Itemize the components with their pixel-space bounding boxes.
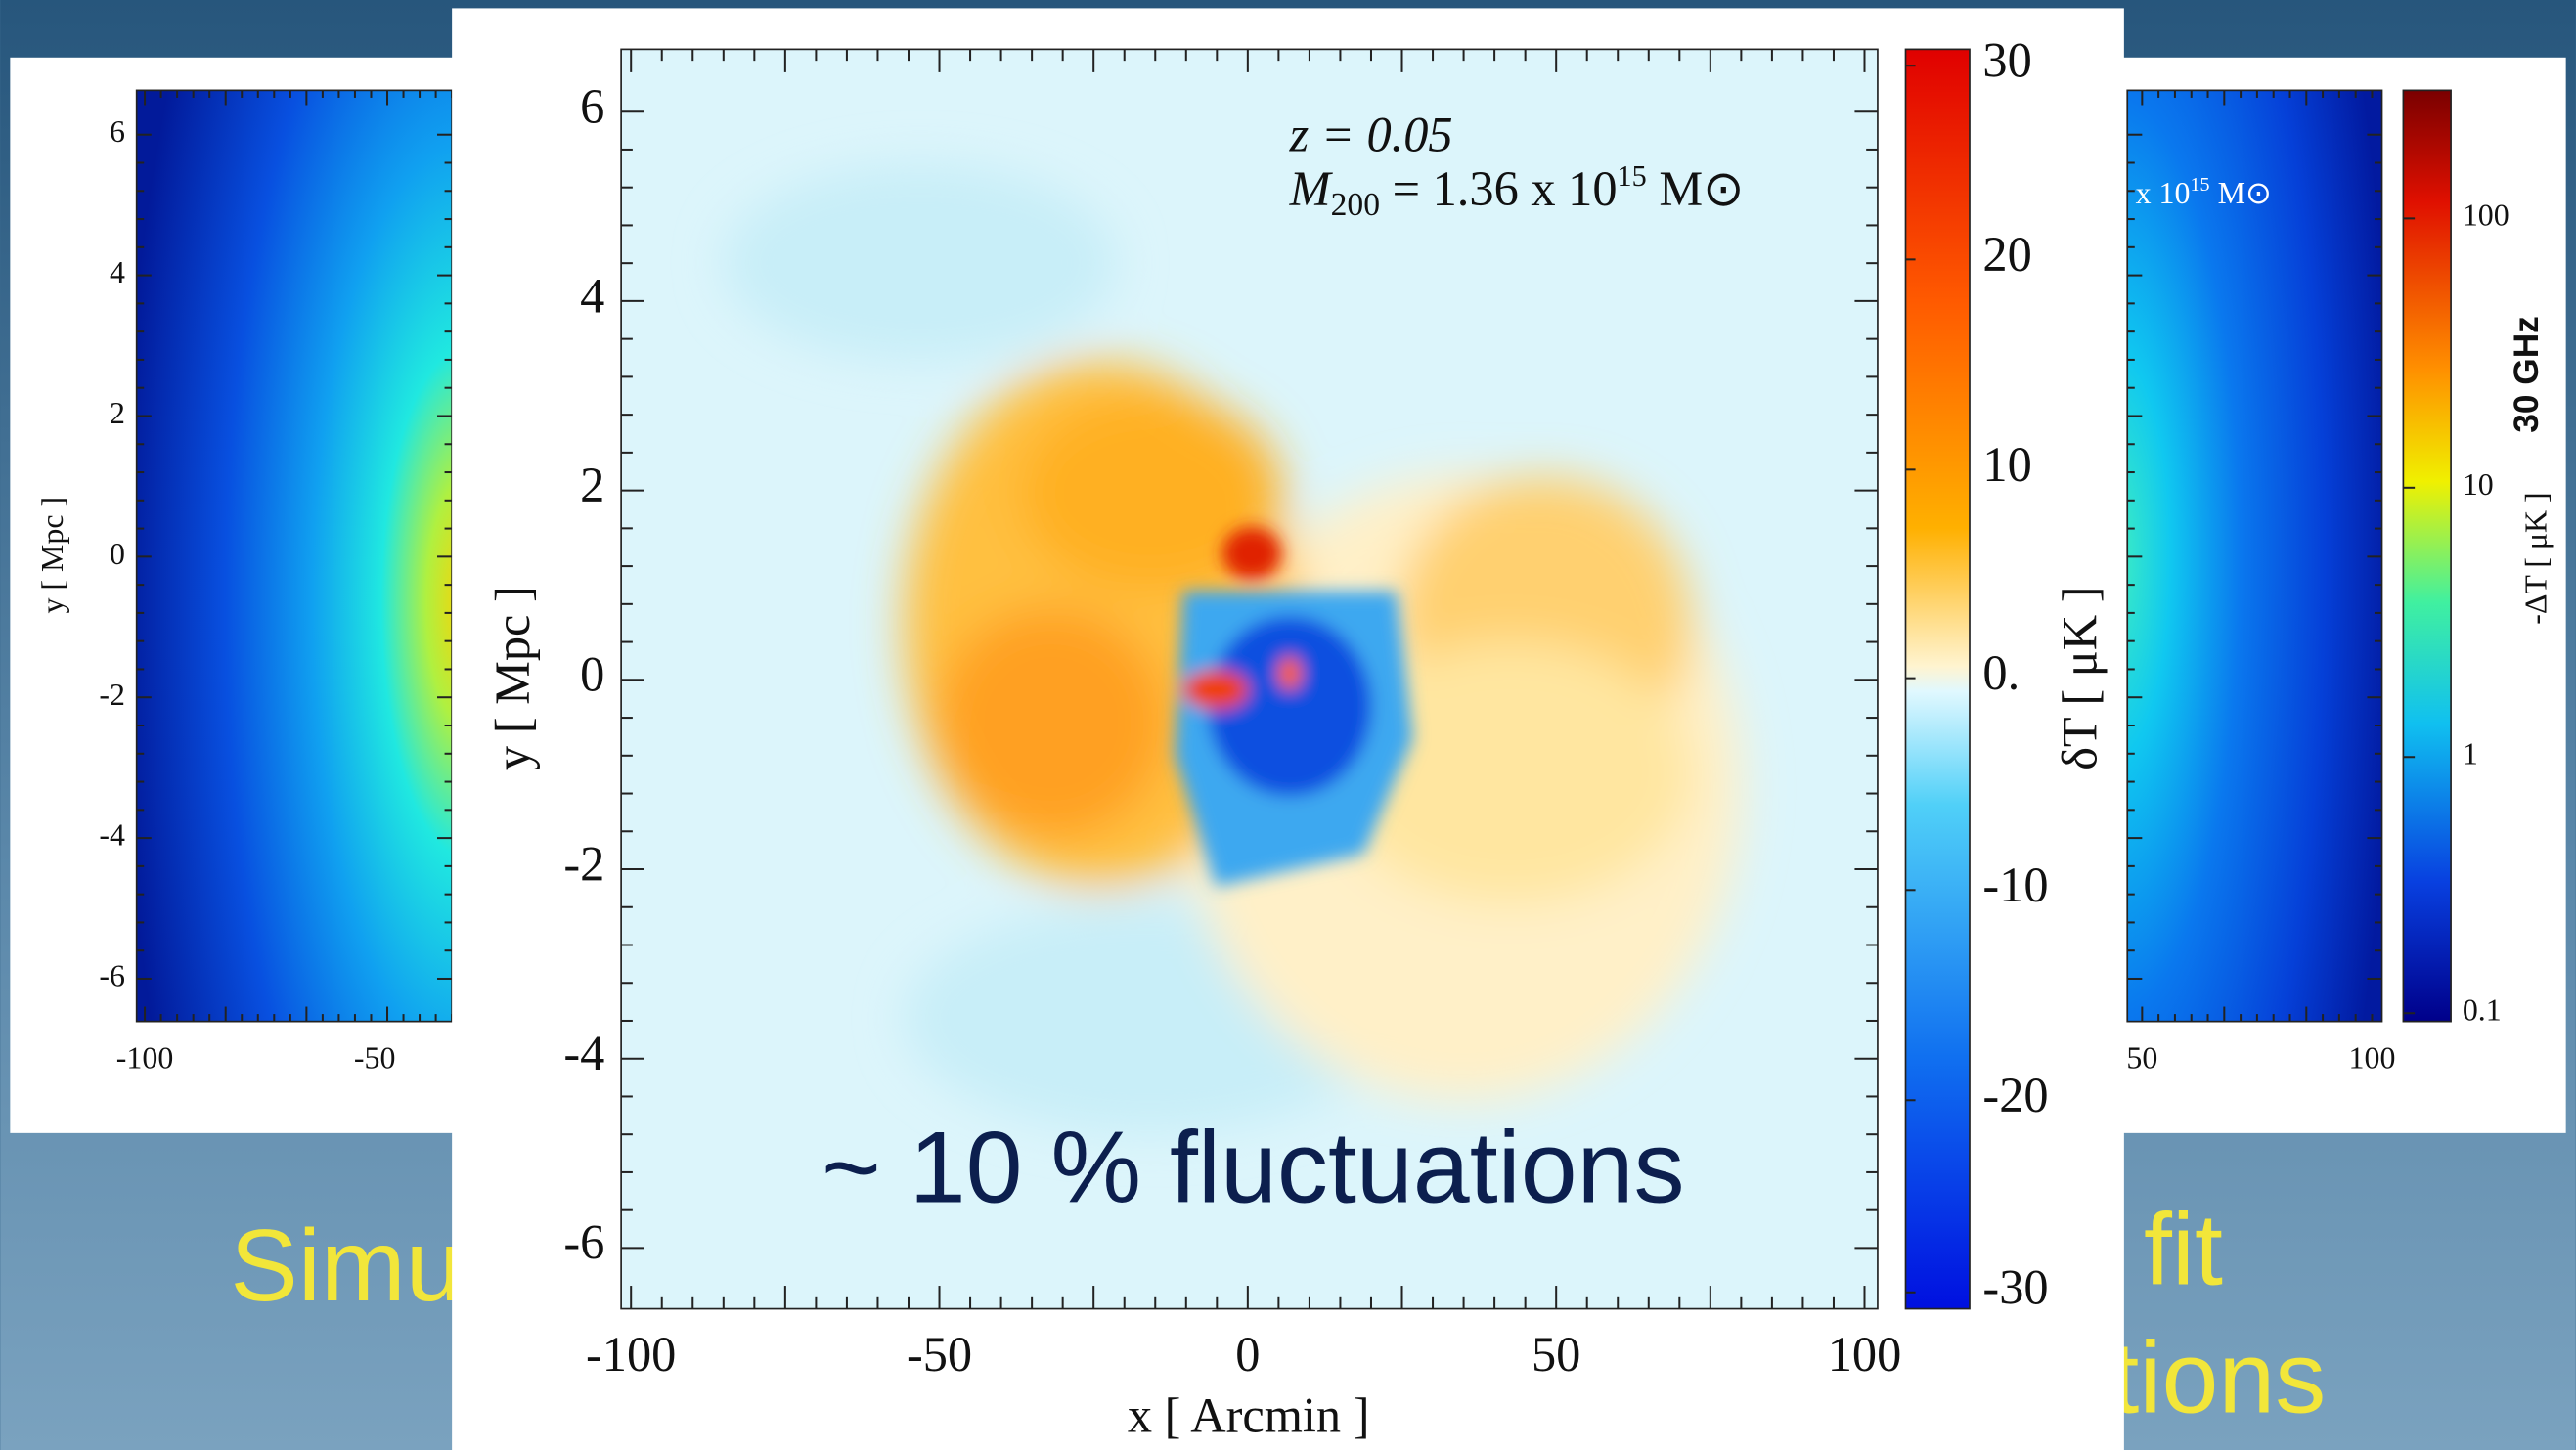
x-tick-label: 100 (1828, 1327, 1902, 1382)
annotation: x 1015 M⊙ (2136, 174, 2272, 210)
slide-text: Simu (230, 1209, 462, 1323)
colorbar-tick-label: 1 (2463, 737, 2478, 771)
y-tick-label: 6 (110, 114, 125, 149)
colorbar-tick-label: -20 (1982, 1068, 2048, 1122)
x-tick-label: 100 (2349, 1040, 2396, 1075)
colorbar-tick-label: 0.1 (2463, 993, 2502, 1028)
text: x 10 (2136, 176, 2191, 210)
y-tick-label: 2 (580, 458, 604, 512)
colorbar-tick-label: 20 (1982, 227, 2031, 282)
right-panel: x 1015 M⊙ 30 GHz -ΔT [ μK ] 50 100 100 10 1 0… (2118, 57, 2566, 1133)
x-tick-label: -100 (116, 1040, 174, 1075)
colorbar (2402, 89, 2452, 1023)
text: M (1289, 161, 1334, 216)
heatmap (2127, 90, 2382, 1022)
colorbar-tick-label: -30 (1982, 1259, 2048, 1314)
frequency: 30 GHz (2508, 316, 2546, 433)
colorbar-tick-label: 10 (2463, 467, 2494, 502)
subscript: 200 (1331, 187, 1380, 223)
y-tick-label: 4 (580, 268, 604, 323)
center-panel: z = 0.05 M200 = 1.36 x 1015 M⊙ y [ Mpc ]… (452, 8, 2124, 1450)
y-tick-label: -4 (99, 818, 125, 853)
y-tick-label: -6 (563, 1215, 604, 1270)
x-tick-label: 0 (1235, 1327, 1260, 1382)
colorbar-tick-label: 10 (1982, 437, 2031, 492)
annotation: M200 = 1.36 x 1015 M⊙ (1289, 159, 1745, 223)
y-tick-label: 0 (580, 647, 604, 702)
left-panel: y [ Mpc ] 6 4 2 0 -2 -4 -6 -100 -50 (10, 57, 487, 1133)
y-tick-label: 0 (110, 537, 125, 571)
colorbar-tick-label: -10 (1982, 857, 2048, 912)
y-tick-label: -2 (99, 678, 125, 712)
x-tick-label: -100 (586, 1327, 676, 1382)
y-tick-label: -2 (563, 836, 604, 891)
y-tick-label: -4 (563, 1026, 604, 1080)
slide-text: fit (2144, 1193, 2223, 1306)
colorbar-label: -ΔT [ μK ] (2518, 492, 2553, 624)
text: = 1.36 x 10 (1380, 161, 1618, 216)
y-axis-label: y [ Mpc ] (485, 586, 540, 770)
x-axis-label: x [ Arcmin ] (1128, 1388, 1370, 1443)
superscript: 15 (2190, 174, 2209, 196)
heatmap (136, 90, 453, 1022)
superscript: 15 (1618, 159, 1647, 193)
x-tick-label: 50 (1532, 1327, 1580, 1382)
x-tick-label: 50 (2126, 1040, 2157, 1075)
colorbar-tick-label: 30 (1982, 33, 2031, 88)
y-tick-label: 6 (580, 79, 604, 134)
heatmap (621, 49, 1878, 1309)
colorbar-label: δT [ μK ] (2052, 586, 2107, 769)
colorbar-tick-label: 100 (2463, 198, 2509, 233)
overlay-text: ~ 10 % fluctuations (822, 1111, 1685, 1224)
y-axis-label: y [ Mpc ] (35, 497, 69, 614)
colorbar-tick-label: 0. (1982, 645, 2020, 700)
text: M⊙ (1647, 161, 1745, 216)
x-tick-label: -50 (907, 1327, 972, 1382)
y-tick-label: 2 (110, 396, 125, 430)
x-tick-label: -50 (354, 1040, 396, 1075)
annotation: z = 0.05 (1289, 108, 1453, 162)
text: M⊙ (2210, 176, 2272, 210)
slide-text: tions (2110, 1321, 2326, 1434)
y-tick-label: -6 (99, 959, 125, 993)
heatmap-core (1175, 527, 1413, 887)
colorbar (1904, 48, 1971, 1310)
y-tick-label: 4 (110, 255, 125, 289)
